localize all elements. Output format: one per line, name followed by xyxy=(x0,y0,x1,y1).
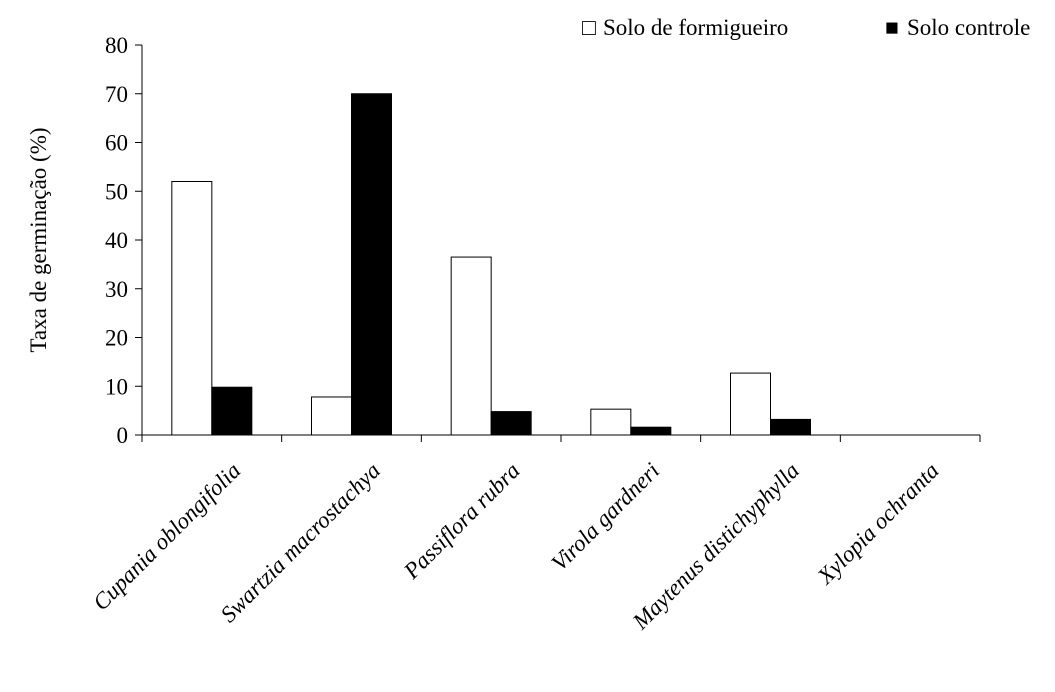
bar-solo-controle xyxy=(351,93,392,436)
y-tick-label: 30 xyxy=(105,277,128,302)
bar-solo-de-formigueiro xyxy=(730,372,771,436)
bars xyxy=(171,93,811,436)
bar-solo-de-formigueiro xyxy=(590,408,632,436)
bar-solo-controle xyxy=(211,386,253,436)
category-label: Passiflora rubra xyxy=(398,458,524,584)
legend-marker-series-1: □ xyxy=(582,15,596,40)
bar-solo-controle xyxy=(490,411,532,436)
y-axis-title: Taxa de germinação (%) xyxy=(26,127,51,352)
category-label: Swartzia macrostachya xyxy=(216,458,385,627)
x-ticks xyxy=(141,435,981,442)
bar-solo-de-formigueiro xyxy=(171,181,213,436)
y-tick-label: 20 xyxy=(105,326,128,351)
bar-solo-controle xyxy=(770,418,811,436)
category-label: Xylopia ochranta xyxy=(812,458,944,590)
y-tick-label: 80 xyxy=(105,33,128,58)
category-label: Cupania oblongifolia xyxy=(88,458,245,615)
legend-label-series-2: Solo controle xyxy=(907,15,1030,40)
y-tick-label: 50 xyxy=(105,179,128,204)
legend-label-series-1: Solo de formigueiro xyxy=(603,15,788,40)
y-tick-label: 60 xyxy=(105,131,128,156)
y-tick-label: 40 xyxy=(105,228,128,253)
bar-solo-controle xyxy=(630,426,672,436)
y-tick-label: 70 xyxy=(105,82,128,107)
category-label: Virola gardneri xyxy=(547,458,665,576)
y-ticks: 0 10 20 30 40 50 60 70 80 xyxy=(105,33,142,448)
legend-marker-series-2: ■ xyxy=(885,15,899,40)
bar-solo-de-formigueiro xyxy=(450,256,492,436)
bar-solo-de-formigueiro xyxy=(311,396,352,436)
y-tick-label: 10 xyxy=(105,374,128,399)
legend: □ Solo de formigueiro ■ Solo controle xyxy=(582,15,1030,40)
y-tick-label: 0 xyxy=(117,423,129,448)
